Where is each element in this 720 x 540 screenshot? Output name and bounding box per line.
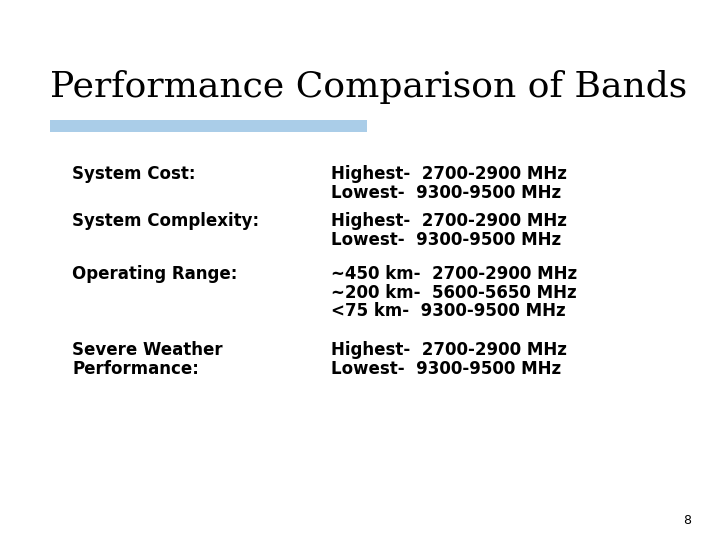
Text: <75 km-  9300-9500 MHz: <75 km- 9300-9500 MHz	[331, 302, 566, 320]
Text: 8: 8	[683, 514, 691, 526]
Text: Operating Range:: Operating Range:	[72, 265, 238, 282]
Text: Performance:: Performance:	[72, 360, 199, 378]
Text: Highest-  2700-2900 MHz: Highest- 2700-2900 MHz	[331, 165, 567, 183]
Text: ~200 km-  5600-5650 MHz: ~200 km- 5600-5650 MHz	[331, 284, 577, 301]
Text: System Complexity:: System Complexity:	[72, 212, 259, 230]
Text: Lowest-  9300-9500 MHz: Lowest- 9300-9500 MHz	[331, 360, 562, 378]
Text: System Cost:: System Cost:	[72, 165, 196, 183]
FancyBboxPatch shape	[50, 120, 367, 132]
Text: ~450 km-  2700-2900 MHz: ~450 km- 2700-2900 MHz	[331, 265, 577, 282]
Text: Severe Weather: Severe Weather	[72, 341, 222, 359]
Text: Performance Comparison of Bands: Performance Comparison of Bands	[50, 70, 688, 104]
Text: Highest-  2700-2900 MHz: Highest- 2700-2900 MHz	[331, 212, 567, 230]
Text: Lowest-  9300-9500 MHz: Lowest- 9300-9500 MHz	[331, 231, 562, 248]
Text: Highest-  2700-2900 MHz: Highest- 2700-2900 MHz	[331, 341, 567, 359]
Text: Lowest-  9300-9500 MHz: Lowest- 9300-9500 MHz	[331, 184, 562, 201]
